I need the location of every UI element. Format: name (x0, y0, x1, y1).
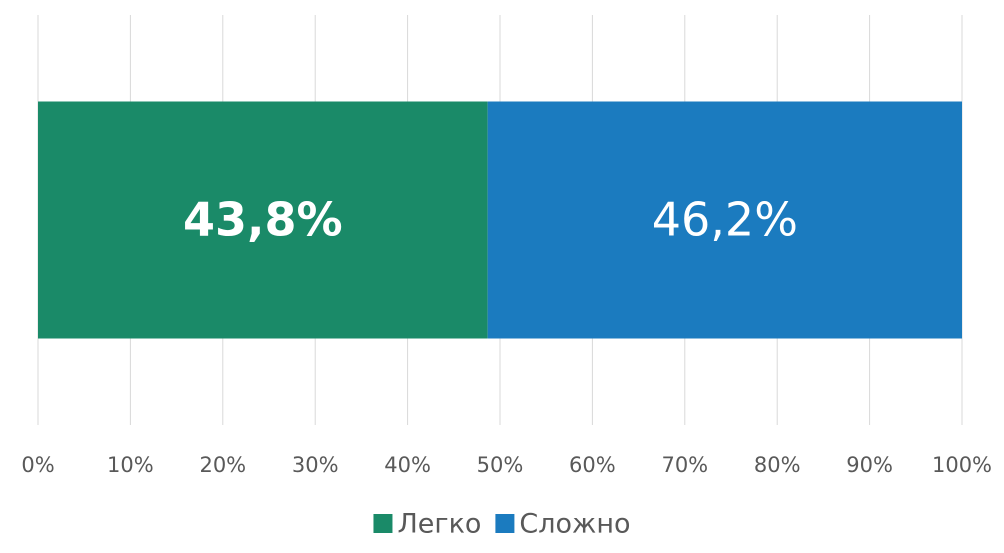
x-tick-label: 60% (569, 453, 616, 477)
data-label: 46,2% (652, 193, 798, 247)
x-tick-label: 30% (292, 453, 339, 477)
x-tick-label: 70% (661, 453, 708, 477)
legend-item: Сложно (495, 509, 630, 540)
data-label: 43,8% (183, 193, 343, 247)
x-tick-label: 20% (199, 453, 246, 477)
x-tick-label: 0% (21, 453, 54, 477)
legend-item: Легко (373, 509, 481, 540)
x-tick-label: 10% (107, 453, 154, 477)
chart: 0% 10% 20% 30% 40% 50% 60% 70% 80% 90% 100% 43,8% 46… (0, 0, 1004, 553)
x-tick-label: 100% (932, 453, 992, 477)
x-tick-label: 80% (754, 453, 801, 477)
legend-swatch (373, 514, 392, 533)
legend-label: Сложно (519, 509, 630, 540)
legend-label: Легко (397, 509, 481, 540)
legend-swatch (495, 514, 514, 533)
x-tick-label: 90% (846, 453, 893, 477)
x-tick-label: 40% (384, 453, 431, 477)
x-tick-label: 50% (477, 453, 524, 477)
